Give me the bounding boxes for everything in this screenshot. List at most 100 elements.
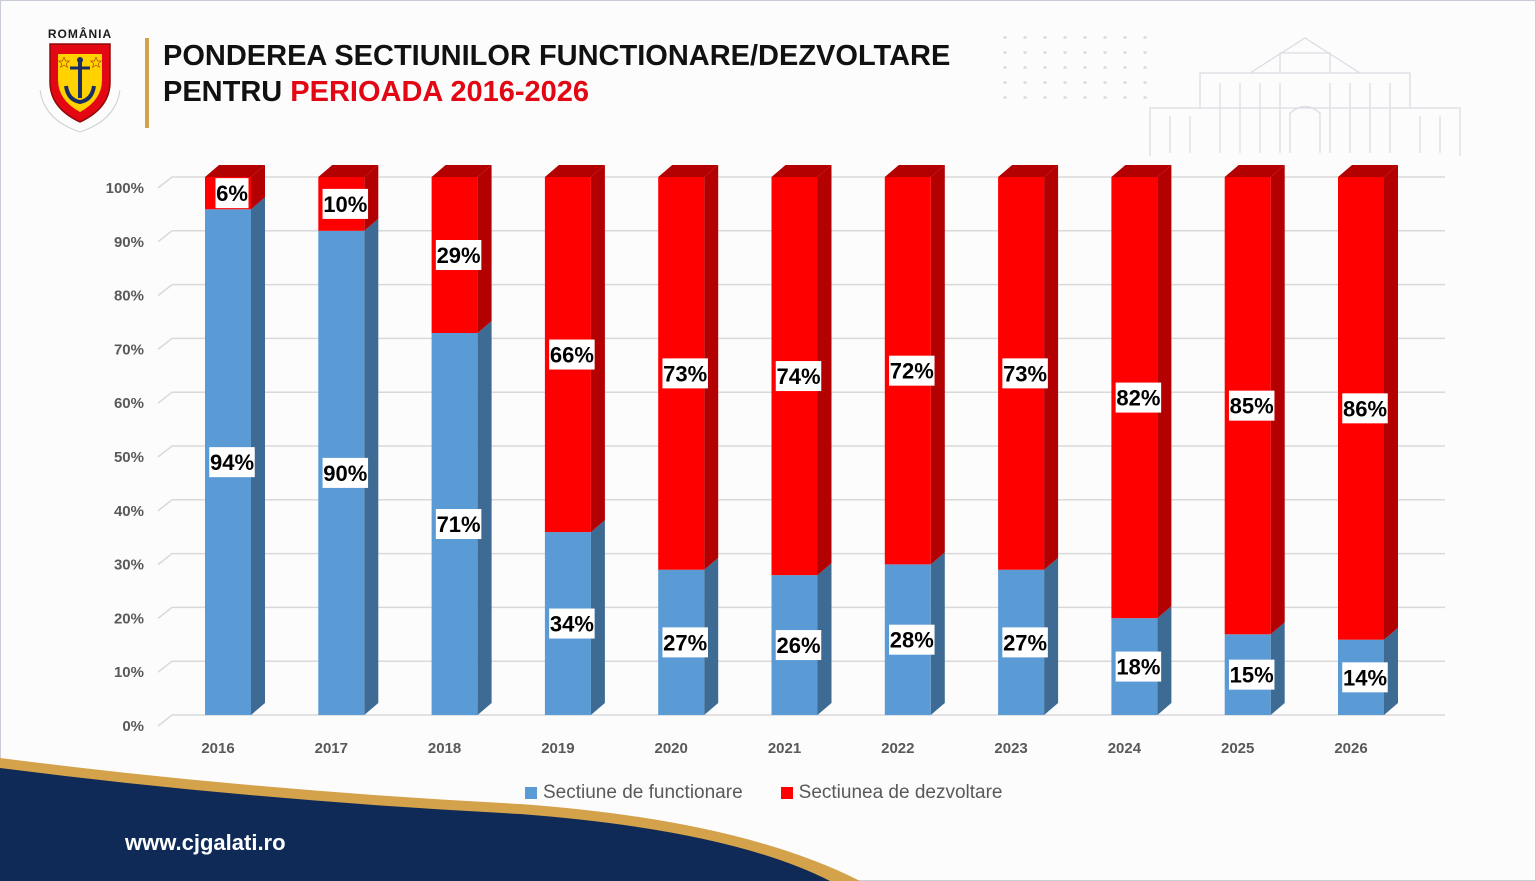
data-label-box [889, 355, 935, 386]
data-label: 6% [216, 181, 248, 206]
data-label: 14% [1343, 665, 1387, 690]
bar-side-dezvoltare [1384, 165, 1398, 640]
y-tick-label: 60% [114, 395, 144, 412]
bar-side-dezvoltare [930, 165, 945, 565]
bar-side-functionare [817, 563, 832, 715]
data-label: 27% [1003, 630, 1047, 655]
bar-side-functionare [590, 520, 605, 715]
bar-top-dezvoltare [431, 165, 492, 177]
bar-side-dezvoltare [1157, 165, 1172, 619]
title-line-2: PENTRU PERIOADA 2016-2026 [163, 74, 950, 110]
data-label-box [435, 509, 482, 540]
bar-side-functionare [1044, 557, 1059, 715]
bar-top-dezvoltare [544, 165, 605, 177]
bar-side-functionare [1157, 606, 1172, 715]
county-logo: ROMÂNIA [30, 24, 130, 142]
data-label-box [662, 627, 708, 658]
x-tick-label: 2020 [655, 740, 688, 757]
data-label-box [215, 178, 249, 209]
y-tick-label: 40% [114, 503, 144, 520]
chart-legend: Sectiune de functionare Sectiunea de dez… [525, 781, 1041, 805]
bar-side-functionare [1270, 622, 1285, 715]
data-label-box [1228, 390, 1275, 421]
data-label: 66% [550, 343, 594, 368]
x-tick-label: 2018 [428, 740, 461, 757]
data-label-box [549, 608, 595, 639]
bar-top-dezvoltare [318, 165, 379, 177]
x-tick-label: 2024 [1108, 740, 1142, 757]
bar-top-dezvoltare [658, 165, 719, 177]
legend-swatch-dezvoltare [780, 787, 793, 799]
data-label: 26% [776, 633, 820, 658]
data-label-box [1115, 382, 1162, 413]
data-label: 15% [1230, 663, 1274, 688]
bar-side-dezvoltare [817, 165, 832, 576]
y-tick-label: 30% [114, 557, 144, 574]
data-label: 82% [1116, 386, 1160, 411]
x-tick-label: 2016 [201, 740, 234, 757]
data-label-box [549, 339, 595, 370]
y-tick-label: 0% [122, 718, 144, 735]
legend-item-functionare: Sectiune de functionare [525, 782, 743, 804]
data-label: 28% [890, 628, 934, 653]
data-label-box [209, 447, 255, 478]
title-line-2-prefix: PENTRU [163, 76, 291, 108]
bar-side-dezvoltare [1044, 165, 1059, 570]
data-label: 73% [663, 361, 707, 386]
bar-top-dezvoltare [884, 165, 945, 177]
bar-side-dezvoltare [477, 165, 492, 334]
y-tick-label: 70% [114, 341, 144, 358]
header: ROMÂNIA PONDEREA SECTIUNILOR FUNCTIONARE… [0, 0, 1536, 156]
data-label: 73% [1003, 361, 1047, 386]
data-label-box [1115, 651, 1162, 682]
y-tick-label: 20% [114, 610, 144, 627]
footer-band [0, 758, 860, 881]
data-label-box [775, 361, 822, 392]
data-label: 90% [323, 461, 367, 486]
data-label: 10% [323, 192, 367, 217]
y-tick-label: 90% [114, 234, 144, 251]
data-label-box [889, 624, 935, 655]
bar-top-dezvoltare [771, 165, 832, 177]
legend-label-dezvoltare: Sectiunea de dezvoltare [798, 782, 1003, 803]
data-label: 74% [776, 364, 820, 389]
page-title: PONDEREA SECTIUNILOR FUNCTIONARE/DEZVOLT… [163, 38, 950, 110]
bar-side-dezvoltare [704, 165, 719, 570]
bar-top-dezvoltare [1338, 165, 1398, 177]
x-tick-label: 2025 [1221, 740, 1254, 757]
data-label-box [1228, 659, 1275, 690]
bar-top-dezvoltare [998, 165, 1059, 177]
bar-side-dezvoltare [1270, 165, 1285, 635]
data-label: 86% [1343, 396, 1387, 421]
x-tick-label: 2023 [994, 740, 1027, 757]
building-watermark-icon [1149, 37, 1461, 156]
y-tick-label: 80% [114, 288, 144, 305]
decorative-dot-grid [995, 30, 1155, 100]
data-label: 18% [1116, 655, 1160, 680]
data-label-box [1342, 662, 1388, 693]
data-label: 34% [550, 612, 594, 637]
x-tick-label: 2017 [315, 740, 348, 757]
website-link[interactable]: www.cjgalati.ro [125, 830, 286, 855]
data-label: 72% [890, 359, 934, 384]
bar-side-functionare [251, 197, 265, 715]
bar-side-functionare [477, 321, 492, 715]
data-label-box [435, 240, 482, 271]
legend-item-dezvoltare: Sectiunea de dezvoltare [780, 782, 1003, 804]
x-tick-label: 2026 [1334, 740, 1367, 757]
data-label-box [775, 630, 822, 661]
bar-side-functionare [1384, 627, 1398, 715]
bar-side-functionare [704, 557, 719, 715]
bar-top-dezvoltare [205, 165, 265, 177]
bar-side-functionare [930, 552, 945, 715]
data-label-box [662, 358, 708, 389]
data-label: 94% [210, 450, 254, 475]
legend-swatch-functionare [525, 787, 537, 799]
data-label-box [1342, 393, 1388, 424]
data-label-box [322, 188, 369, 219]
data-label: 85% [1230, 394, 1274, 419]
bar-side-dezvoltare [251, 165, 265, 210]
data-label: 29% [437, 243, 481, 268]
y-tick-label: 50% [114, 449, 144, 466]
